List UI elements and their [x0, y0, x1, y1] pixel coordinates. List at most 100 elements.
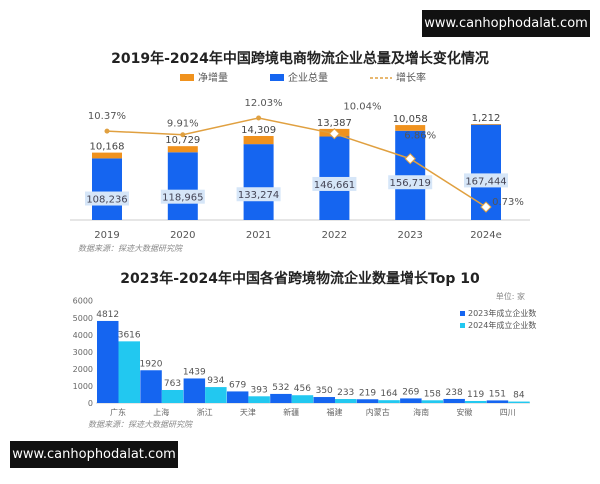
bar-total-2021	[243, 144, 274, 220]
y-tick-5000: 5000	[73, 314, 93, 323]
bar-天津-0	[226, 391, 249, 403]
bar-内蒙古-0	[356, 399, 379, 403]
value-浙江-1: 934	[207, 376, 224, 386]
bar-浙江-1	[205, 387, 227, 403]
y-tick-3000: 3000	[73, 348, 93, 357]
value-天津-1: 393	[251, 385, 268, 395]
bar-net-2021	[243, 135, 274, 145]
value-广东-1: 3616	[118, 330, 141, 340]
rate-line	[106, 117, 487, 208]
x-label-上海: 上海	[153, 407, 169, 417]
label-total-2024e: 167,444	[465, 176, 506, 187]
x-label-安徽: 安徽	[456, 407, 472, 417]
rate-label-2019: 10.37%	[88, 111, 126, 122]
x-label-2023: 2023	[397, 230, 422, 241]
label-net-2024e: 1,212	[472, 113, 501, 124]
value-海南-1: 158	[424, 389, 441, 399]
bar-新疆-1	[291, 395, 314, 403]
chart2-unit: 单位: 家	[496, 291, 525, 301]
bar-浙江-0	[183, 378, 206, 403]
label-net-2023: 10,058	[393, 114, 428, 125]
bar-total-2020	[167, 152, 198, 220]
bar-天津-1	[248, 396, 270, 403]
legend2-label-1: 2024年成立企业数	[468, 320, 536, 330]
label-total-2022: 146,661	[314, 180, 355, 191]
legend2-swatch-1	[460, 323, 465, 328]
label-total-bg-2019	[85, 191, 129, 206]
value-四川-1: 84	[513, 391, 525, 401]
rate-label-2024e: 0.73%	[492, 197, 524, 208]
watermark-bottom[interactable]: www.canhophodalat.com	[10, 441, 178, 468]
value-福建-0: 350	[316, 386, 333, 396]
label-total-2019: 108,236	[86, 195, 127, 206]
value-浙江-0: 1439	[183, 367, 206, 377]
x-label-新疆: 新疆	[283, 407, 299, 417]
label-net-2022: 13,387	[317, 118, 352, 129]
value-海南-0: 269	[402, 387, 419, 397]
label-total-bg-2021	[236, 187, 281, 202]
legend-net-swatch	[180, 74, 194, 81]
bar-四川-0	[486, 400, 509, 403]
chart2-source: 数据来源：探迹大数据研究院	[88, 420, 194, 429]
chart1-title: 2019年-2024年中国跨境电商物流企业总量及增长变化情况	[111, 50, 489, 67]
x-label-2020: 2020	[170, 230, 195, 241]
bar-内蒙古-1	[378, 400, 400, 403]
x-label-福建: 福建	[327, 407, 343, 417]
rate-point-2020	[180, 132, 186, 138]
bar-安徽-1	[464, 400, 487, 403]
x-label-内蒙古: 内蒙古	[366, 407, 390, 417]
bar-福建-1	[335, 399, 357, 403]
rate-point-2019	[104, 128, 110, 134]
watermark-top[interactable]: www.canhophodalat.com	[422, 10, 590, 37]
y-tick-0: 0	[88, 399, 93, 408]
y-tick-4000: 4000	[73, 331, 93, 340]
label-net-2019: 10,168	[90, 142, 125, 153]
rate-label-2022: 10.04%	[343, 102, 381, 113]
x-label-2021: 2021	[246, 230, 271, 241]
label-net-2021: 14,309	[241, 125, 276, 136]
label-total-bg-2023	[388, 175, 433, 190]
rate-point-2024e	[480, 201, 492, 213]
label-total-2021: 133,274	[238, 190, 279, 201]
x-label-浙江: 浙江	[197, 407, 213, 417]
y-tick-1000: 1000	[73, 382, 93, 391]
label-total-bg-2024e	[464, 173, 508, 188]
value-内蒙古-1: 164	[380, 389, 397, 399]
x-label-天津: 天津	[240, 407, 256, 417]
legend2-label-0: 2023年成立企业数	[468, 308, 536, 318]
value-内蒙古-0: 219	[359, 388, 376, 398]
bar-广东-1	[118, 341, 140, 403]
value-福建-1: 233	[337, 388, 354, 398]
legend2-swatch-0	[460, 311, 465, 316]
value-新疆-0: 532	[272, 383, 289, 393]
chart2-title: 2023年-2024年中国各省跨境物流企业数量增长Top 10	[120, 270, 480, 287]
bar-新疆-0	[270, 393, 292, 403]
bar-上海-1	[161, 389, 184, 403]
label-total-bg-2022	[312, 176, 357, 191]
bar-广东-0	[97, 320, 119, 403]
x-label-四川: 四川	[500, 408, 516, 417]
value-上海-1: 763	[164, 379, 181, 389]
y-tick-6000: 6000	[73, 297, 93, 306]
label-total-2023: 156,719	[390, 178, 431, 189]
bar-net-2019	[92, 152, 122, 159]
bar-海南-0	[400, 398, 422, 403]
bar-安徽-0	[443, 398, 465, 403]
rate-label-2021: 12.03%	[245, 98, 283, 109]
x-label-2019: 2019	[94, 230, 119, 241]
bar-net-2020	[167, 146, 198, 153]
bar-四川-1	[508, 401, 530, 403]
bar-net-2024e	[471, 124, 501, 125]
legend-rate-label: 增长率	[396, 71, 426, 84]
chart1-source: 数据来源：探迹大数据研究院	[78, 244, 184, 253]
rate-label-2023: 6.86%	[404, 131, 436, 142]
bar-海南-1	[421, 400, 444, 403]
legend-net-label: 净增量	[198, 71, 228, 84]
value-四川-0: 151	[489, 389, 506, 399]
y-tick-2000: 2000	[73, 365, 93, 374]
x-label-2022: 2022	[322, 230, 347, 241]
value-安徽-0: 238	[446, 388, 463, 398]
value-天津-0: 679	[229, 380, 246, 390]
label-total-bg-2020	[160, 189, 205, 204]
bar-福建-0	[313, 397, 335, 403]
